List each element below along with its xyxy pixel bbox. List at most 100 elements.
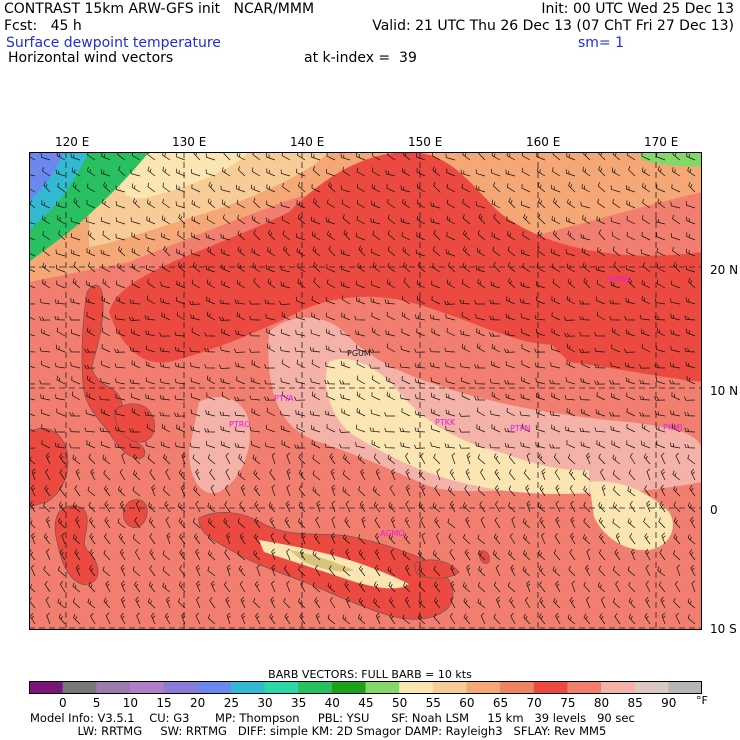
wind-barb: [206, 440, 216, 449]
wind-barb: [313, 277, 321, 289]
wind-barb: [567, 230, 576, 241]
wind-barb: [237, 230, 246, 241]
wind-barb: [446, 168, 456, 177]
wind-barb: [639, 395, 651, 401]
wind-barb: [594, 380, 606, 385]
wind-barb: [432, 263, 441, 273]
wind-barb: [340, 265, 351, 273]
wind-barb: [401, 167, 411, 177]
wind-barb: [102, 278, 111, 289]
wind-barb: [674, 580, 681, 593]
wind-barb: [491, 391, 501, 401]
wind-barb: [103, 549, 111, 561]
wind-barb: [553, 549, 561, 561]
wind-barb: [550, 362, 561, 369]
wind-barb: [475, 265, 486, 273]
wind-barb: [552, 167, 561, 177]
wind-barb: [581, 360, 591, 369]
wind-barb: [286, 468, 291, 481]
wind-barb: [476, 407, 486, 417]
wind-barb: [478, 213, 486, 225]
wind-barb: [102, 199, 111, 209]
wind-barb: [644, 485, 651, 497]
wind-barb: [164, 501, 171, 513]
wind-barb: [450, 596, 456, 609]
wind-barb: [493, 453, 501, 465]
wind-barb: [69, 427, 81, 433]
wind-barb: [40, 394, 51, 401]
wind-barb: [101, 152, 111, 161]
wind-barb: [266, 184, 276, 193]
color-scale-tick: 90: [661, 696, 677, 710]
wind-barb: [165, 516, 171, 529]
wind-barb: [526, 580, 531, 593]
wind-barb: [249, 348, 261, 353]
wind-barb: [342, 486, 351, 497]
wind-barb: [690, 468, 696, 481]
wind-barb: [522, 533, 531, 545]
field-title: Surface dewpoint temperature: [6, 35, 221, 51]
wind-barb: [342, 214, 351, 225]
wind-barb: [120, 564, 126, 577]
color-bin-3: [129, 681, 165, 694]
color-scale-unit: °F: [696, 694, 708, 707]
wind-barb: [345, 500, 351, 513]
wind-barb: [491, 199, 501, 209]
wind-barb: [509, 532, 516, 545]
wind-barb: [628, 469, 636, 481]
wind-barb: [401, 311, 411, 321]
wind-barb: [234, 427, 246, 433]
wind-barb: [689, 549, 696, 561]
wind-barb: [614, 613, 621, 625]
wind-barb: [641, 295, 651, 305]
wind-barb: [643, 517, 651, 529]
wind-barb: [145, 394, 156, 401]
wind-barb: [626, 200, 636, 209]
wind-barb: [521, 184, 531, 193]
wind-barb: [371, 248, 381, 257]
wind-barb: [326, 152, 336, 161]
wind-barb: [654, 363, 666, 369]
wind-barb: [687, 614, 696, 625]
wind-barb: [136, 612, 141, 625]
wind-barb: [73, 613, 81, 625]
wind-barb: [610, 425, 621, 433]
wind-barb: [658, 581, 666, 593]
wind-barb: [223, 152, 231, 161]
wind-barb: [491, 232, 501, 241]
wind-barb: [566, 360, 576, 369]
wind-barb: [177, 502, 186, 513]
wind-barb: [240, 596, 246, 609]
wind-barb: [41, 440, 51, 449]
wind-barb: [339, 428, 351, 433]
wind-barb: [207, 454, 216, 465]
wind-barb: [370, 217, 381, 225]
wind-barb: [595, 265, 606, 273]
wind-barb: [237, 470, 246, 481]
wind-barb: [299, 548, 306, 561]
wind-barb: [146, 295, 156, 305]
wind-barb: [239, 580, 246, 593]
wind-barb: [312, 454, 321, 465]
wind-barb: [582, 166, 591, 177]
wind-barb: [555, 580, 561, 593]
color-scale-tick: 25: [223, 696, 239, 710]
wind-barb: [131, 232, 141, 241]
wind-barb: [686, 376, 696, 385]
wind-barb: [135, 500, 141, 513]
wind-barb: [687, 534, 696, 545]
wind-barb: [489, 332, 501, 337]
wind-barb: [132, 469, 141, 481]
wind-barb: [39, 316, 51, 321]
wind-barb: [43, 501, 51, 513]
wind-barb: [29, 221, 36, 225]
wind-barb: [57, 182, 66, 193]
wind-barb: [655, 345, 666, 353]
wind-barb: [433, 597, 441, 609]
wind-barb: [402, 614, 411, 625]
wind-barb: [176, 311, 186, 321]
wind-barb: [375, 468, 381, 481]
wind-barb: [73, 261, 81, 273]
wind-barb: [284, 516, 291, 529]
wind-barb: [566, 440, 576, 449]
